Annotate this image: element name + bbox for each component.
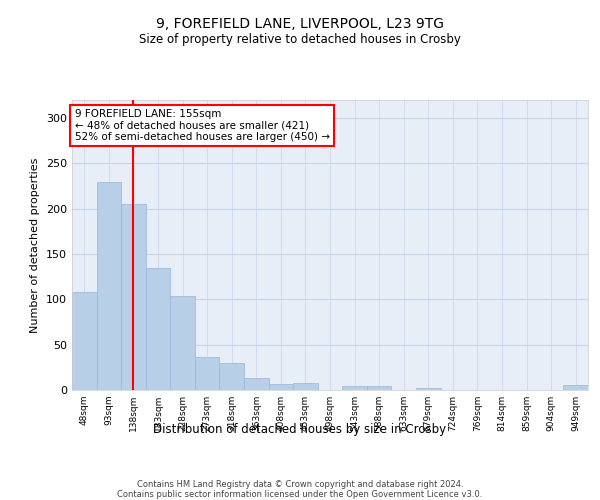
Bar: [97, 182, 121, 390]
Y-axis label: Number of detached properties: Number of detached properties: [31, 158, 40, 332]
Bar: [72, 292, 97, 390]
Text: 9, FOREFIELD LANE, LIVERPOOL, L23 9TG: 9, FOREFIELD LANE, LIVERPOOL, L23 9TG: [156, 18, 444, 32]
Bar: [293, 383, 318, 390]
Text: 9 FOREFIELD LANE: 155sqm
← 48% of detached houses are smaller (421)
52% of semi-: 9 FOREFIELD LANE: 155sqm ← 48% of detach…: [74, 108, 329, 142]
Text: Size of property relative to detached houses in Crosby: Size of property relative to detached ho…: [139, 32, 461, 46]
Bar: [563, 386, 588, 390]
Bar: [244, 378, 269, 390]
Bar: [146, 268, 170, 390]
Bar: [416, 388, 440, 390]
Bar: [220, 363, 244, 390]
Text: Contains HM Land Registry data © Crown copyright and database right 2024.
Contai: Contains HM Land Registry data © Crown c…: [118, 480, 482, 500]
Bar: [195, 358, 220, 390]
Bar: [269, 384, 293, 390]
Text: Distribution of detached houses by size in Crosby: Distribution of detached houses by size …: [154, 422, 446, 436]
Bar: [342, 386, 367, 390]
Bar: [170, 296, 195, 390]
Bar: [121, 204, 146, 390]
Bar: [367, 386, 391, 390]
